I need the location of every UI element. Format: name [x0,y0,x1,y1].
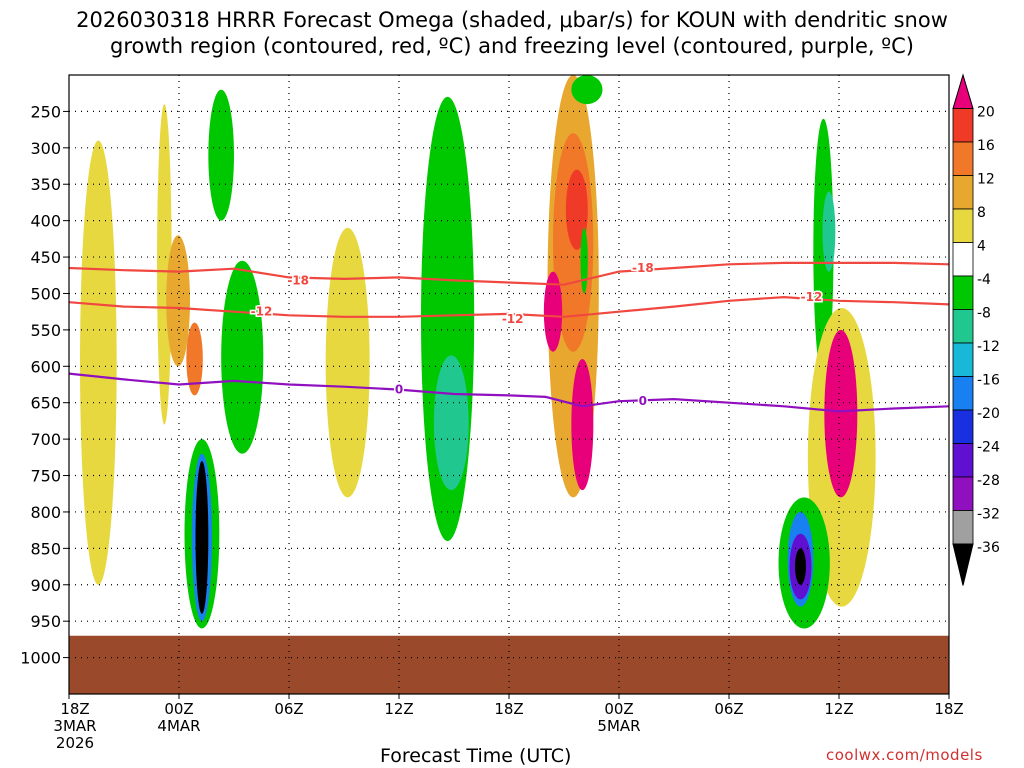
colorbar-swatch-3 [952,175,974,210]
omega-cell-2 [166,235,190,367]
omega-cell-1 [157,104,172,425]
chart-title-line1: 2026030318 HRRR Forecast Omega (shaded, … [76,8,948,32]
colorbar-swatch-0 [952,73,974,109]
surface-ground [69,635,949,694]
colorbar-label-7: -12 [977,339,1000,355]
contour-0 [69,261,949,286]
colorbar-label-4: 4 [977,239,986,255]
omega-cell-6 [325,227,370,498]
colorbar-label-2: 12 [977,172,995,188]
y-tick-label-950: 950 [30,612,61,631]
x-tick-label-0-2: 2026 [56,734,94,752]
y-tick-label-650: 650 [30,394,61,413]
colorbar-swatch-10 [952,409,974,444]
x-tick-label-1-1: 4MAR [157,717,200,735]
x-tick-label-7-0: 12Z [824,700,853,718]
contour-lines: -18 -18 -12 -12 -12 0 0 [69,259,949,413]
contour-label-2-1: 0 [639,394,647,408]
omega-cell-0 [80,140,117,585]
omega-cell-11 [571,75,603,105]
y-tick-label-500: 500 [30,284,61,303]
y-tick-label-450: 450 [30,248,61,267]
omega-cell-19 [824,329,858,498]
colorbar-label-9: -20 [977,406,1000,422]
y-tick-label-300: 300 [30,139,61,158]
y-tick-label-850: 850 [30,539,61,558]
omega-cell-17 [822,191,836,272]
x-tick-label-0-0: 18Z [60,700,89,718]
colorbar-swatch-7 [952,309,974,344]
omega-cell-13 [543,271,563,352]
colorbar-label-0: 20 [977,105,995,121]
omega-cell-3 [186,322,203,396]
omega-cell-26 [195,460,209,614]
omega-cell-12 [565,169,588,250]
colorbar-swatch-9 [952,376,974,411]
colorbar-label-12: -32 [977,507,1000,523]
y-tick-label-250: 250 [30,102,61,121]
x-tick-label-5-1: 5MAR [597,717,640,735]
colorbar-swatch-6 [952,275,974,310]
x-tick-label-6-0: 06Z [714,700,743,718]
colorbar-label-1: 16 [977,138,995,154]
colorbar-swatch-11 [952,443,974,478]
colorbar-swatch-13 [952,510,974,545]
contour-label-2-0: 0 [395,383,403,397]
colorbar-label-8: -16 [977,373,1000,389]
colorbar: 20 16 12 8 4 -4 -8 -12 -16 -20 -24 -28 -32 -36 [952,73,1000,586]
omega-shading [80,75,876,629]
y-tick-label-350: 350 [30,175,61,194]
chart-title-line2: growth region (contoured, red, ºC) and f… [110,34,914,58]
contour-label-1-0: -12 [251,305,273,319]
colorbar-swatch-8 [952,342,974,377]
contour-label-0-1: -18 [632,261,654,275]
colorbar-swatch-1 [952,108,974,143]
x-tick-label-3-0: 12Z [384,700,413,718]
contour-1 [69,295,949,318]
omega-cell-15 [580,227,588,294]
x-tick-label-0-1: 3MAR [53,717,96,735]
colorbar-label-11: -28 [977,473,1000,489]
colorbar-swatch-4 [952,208,974,243]
x-axis-title: Forecast Time (UTC) [380,745,572,767]
contour-label-0-0: -18 [287,273,309,287]
omega-cell-5 [221,260,264,454]
contour-label-1-1: -12 [502,312,524,326]
y-tick-label-600: 600 [30,357,61,376]
x-tick-label-5-0: 00Z [604,700,633,718]
colorbar-swatch-2 [952,141,974,176]
y-tick-label-400: 400 [30,212,61,231]
colorbar-swatch-14 [952,543,974,586]
colorbar-label-3: 8 [977,205,986,221]
y-tick-label-800: 800 [30,503,61,522]
y-tick-label-750: 750 [30,467,61,486]
colorbar-swatch-5 [952,242,974,277]
colorbar-swatch-12 [952,476,974,511]
colorbar-label-13: -36 [977,540,1000,556]
y-tick-label-1000: 1000 [20,649,61,668]
x-tick-label-4-0: 18Z [494,700,523,718]
x-tick-label-8-0: 18Z [934,700,963,718]
x-tick-label-2-0: 06Z [274,700,303,718]
y-tick-label-900: 900 [30,576,61,595]
y-tick-label-700: 700 [30,430,61,449]
colorbar-label-5: -4 [977,272,991,288]
source-credit[interactable]: coolwx.com/models [826,746,983,764]
omega-cell-14 [571,359,594,491]
omega-cell-8 [433,355,469,491]
y-axis: 250 300 350 400 450 500 550 600 650 700 750 800 850 9… [20,102,69,668]
contour-2 [69,372,949,413]
colorbar-label-6: -8 [977,306,991,322]
y-tick-label-550: 550 [30,321,61,340]
contour-label-1-2: -12 [801,290,823,304]
x-tick-label-1-0: 00Z [164,700,193,718]
omega-cell-23 [795,548,806,585]
colorbar-label-10: -24 [977,440,1000,456]
omega-cell-4 [208,89,235,221]
